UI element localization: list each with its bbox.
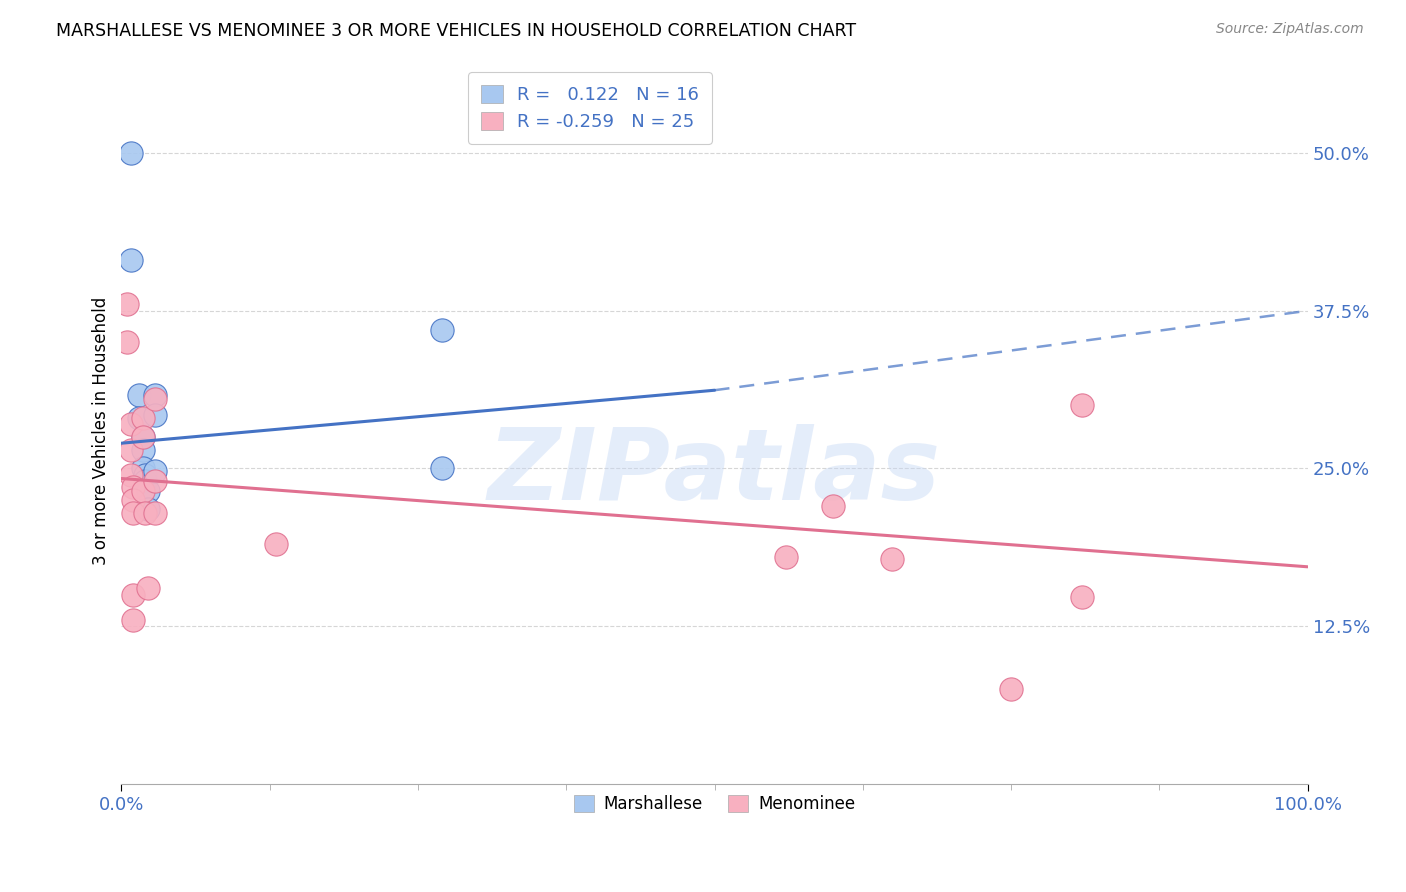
Point [143, 464, 166, 478]
Text: MARSHALLESE VS MENOMINEE 3 OR MORE VEHICLES IN HOUSEHOLD CORRELATION CHART: MARSHALLESE VS MENOMINEE 3 OR MORE VEHIC… [56, 22, 856, 40]
Point [143, 409, 166, 423]
Point [132, 442, 155, 457]
Point [143, 506, 166, 520]
Point [134, 467, 156, 482]
Point [122, 506, 145, 520]
Point [264, 537, 287, 551]
Point [117, 335, 139, 350]
Point [136, 484, 159, 499]
Point [132, 430, 155, 444]
Point [134, 474, 156, 488]
Point [132, 430, 155, 444]
Point [122, 480, 145, 494]
Point [132, 461, 155, 475]
Y-axis label: 3 or more Vehicles in Household: 3 or more Vehicles in Household [93, 296, 110, 565]
Point [128, 388, 150, 402]
Point [128, 411, 150, 425]
Point [120, 417, 142, 432]
Text: Source: ZipAtlas.com: Source: ZipAtlas.com [1216, 22, 1364, 37]
Point [143, 388, 166, 402]
Point [823, 500, 845, 514]
Point [1000, 682, 1022, 697]
Point [120, 467, 142, 482]
Point [136, 581, 159, 595]
Point [134, 506, 156, 520]
Point [120, 253, 142, 268]
Point [775, 549, 797, 564]
Point [136, 501, 159, 516]
Point [120, 442, 142, 457]
Point [122, 492, 145, 507]
Point [122, 613, 145, 627]
Point [122, 588, 145, 602]
Point [143, 474, 166, 488]
Point [1071, 590, 1094, 604]
Point [882, 552, 904, 566]
Text: ZIPatlas: ZIPatlas [488, 425, 941, 522]
Point [430, 323, 453, 337]
Point [117, 297, 139, 311]
Point [120, 146, 142, 161]
Legend: Marshallese, Menominee: Marshallese, Menominee [562, 783, 868, 825]
Point [132, 484, 155, 499]
Point [430, 461, 453, 475]
Point [143, 392, 166, 406]
Point [132, 411, 155, 425]
Point [1071, 398, 1094, 412]
